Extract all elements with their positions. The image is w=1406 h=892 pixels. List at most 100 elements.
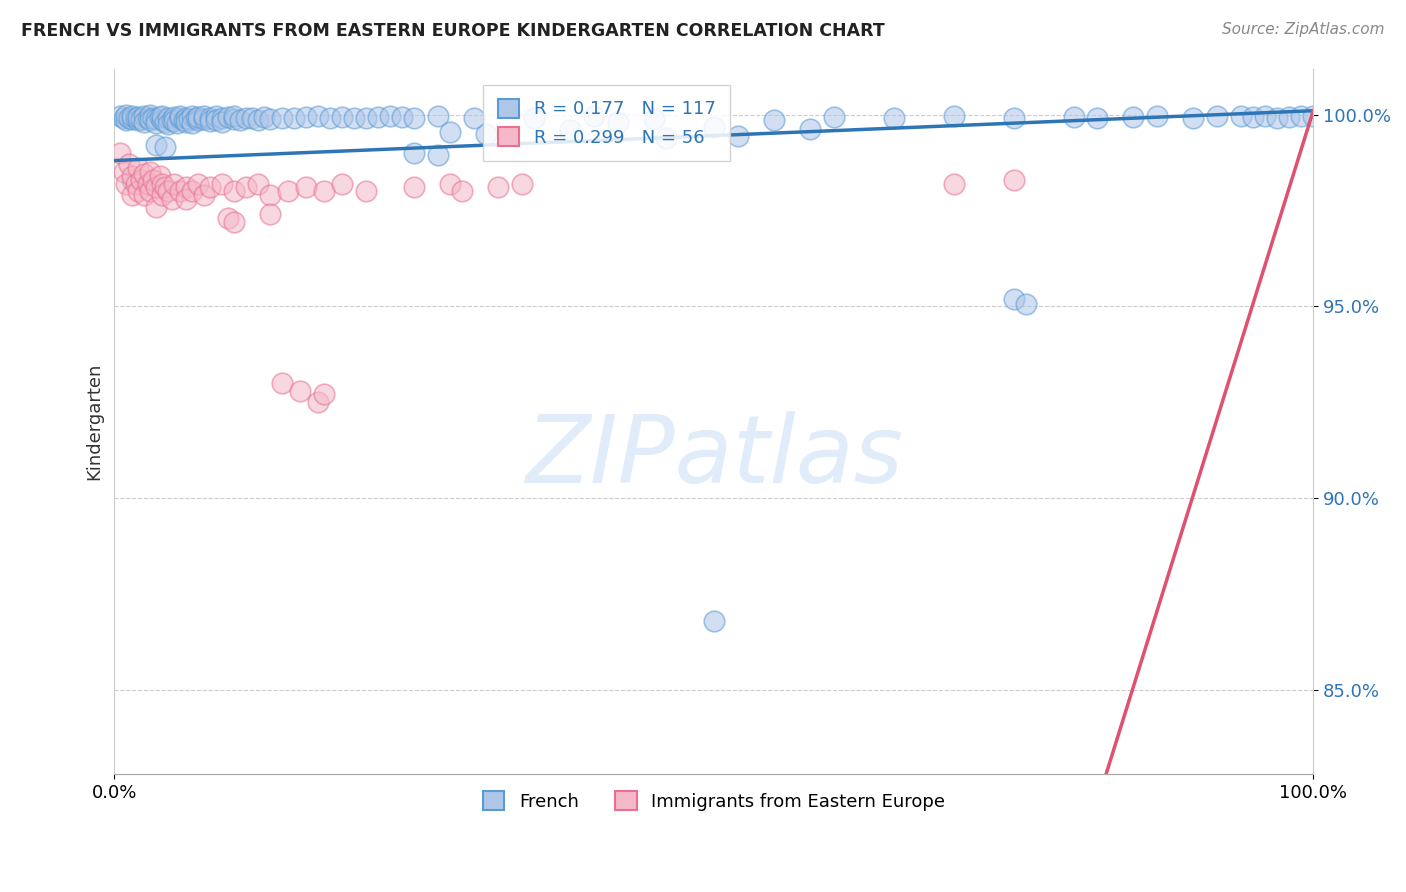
- Point: [125, 177, 148, 191]
- Point: [134, 167, 156, 181]
- Point: [121, 112, 143, 127]
- Point: [160, 192, 183, 206]
- Point: [112, 165, 135, 179]
- Point: [523, 112, 546, 126]
- Point: [1002, 111, 1025, 125]
- Point: [145, 112, 167, 127]
- Point: [224, 112, 246, 127]
- Point: [224, 109, 246, 123]
- Point: [942, 110, 965, 124]
- Point: [193, 112, 215, 127]
- Point: [115, 108, 138, 122]
- Point: [160, 112, 183, 127]
- Point: [463, 111, 485, 125]
- Point: [145, 116, 167, 130]
- Point: [378, 110, 401, 124]
- Point: [150, 188, 173, 202]
- Point: [139, 184, 162, 198]
- Point: [510, 177, 533, 191]
- Point: [184, 112, 207, 126]
- Point: [1241, 110, 1264, 124]
- Point: [150, 113, 173, 128]
- Point: [942, 177, 965, 191]
- Y-axis label: Kindergarten: Kindergarten: [86, 363, 103, 480]
- Point: [655, 130, 678, 145]
- Point: [295, 180, 318, 194]
- Point: [205, 110, 228, 124]
- Point: [193, 188, 215, 202]
- Point: [118, 157, 141, 171]
- Point: [173, 113, 195, 128]
- Point: [149, 110, 172, 124]
- Point: [115, 113, 138, 128]
- Point: [163, 110, 186, 124]
- Point: [295, 110, 318, 124]
- Point: [153, 140, 176, 154]
- Point: [115, 177, 138, 191]
- Point: [404, 180, 426, 194]
- Point: [330, 110, 353, 124]
- Point: [404, 112, 426, 126]
- Point: [200, 114, 222, 128]
- Point: [166, 116, 188, 130]
- Point: [121, 110, 143, 124]
- Point: [200, 111, 222, 125]
- Point: [145, 180, 167, 194]
- Point: [427, 148, 450, 162]
- Point: [703, 120, 725, 134]
- Point: [229, 113, 252, 128]
- Point: [582, 110, 605, 124]
- Point: [112, 112, 135, 126]
- Point: [163, 114, 186, 128]
- Point: [110, 110, 132, 124]
- Point: [176, 180, 198, 194]
- Point: [145, 200, 167, 214]
- Point: [1014, 297, 1036, 311]
- Point: [259, 112, 281, 127]
- Point: [1206, 110, 1229, 124]
- Point: [157, 117, 180, 131]
- Point: [217, 211, 239, 225]
- Point: [169, 112, 191, 126]
- Point: [1265, 112, 1288, 126]
- Point: [427, 110, 450, 124]
- Point: [157, 184, 180, 198]
- Point: [1146, 110, 1168, 124]
- Text: Source: ZipAtlas.com: Source: ZipAtlas.com: [1222, 22, 1385, 37]
- Point: [205, 112, 228, 127]
- Point: [149, 169, 172, 183]
- Point: [240, 112, 263, 126]
- Point: [200, 180, 222, 194]
- Point: [290, 384, 312, 398]
- Point: [343, 111, 366, 125]
- Text: FRENCH VS IMMIGRANTS FROM EASTERN EUROPE KINDERGARTEN CORRELATION CHART: FRENCH VS IMMIGRANTS FROM EASTERN EUROPE…: [21, 22, 884, 40]
- Point: [157, 112, 180, 126]
- Point: [181, 184, 204, 198]
- Point: [1063, 110, 1085, 124]
- Point: [367, 110, 389, 124]
- Point: [211, 115, 233, 129]
- Point: [259, 207, 281, 221]
- Point: [176, 111, 198, 125]
- Legend: French, Immigrants from Eastern Europe: French, Immigrants from Eastern Europe: [468, 777, 959, 825]
- Point: [134, 115, 156, 129]
- Point: [187, 177, 209, 191]
- Point: [193, 109, 215, 123]
- Point: [129, 172, 152, 186]
- Point: [1278, 110, 1301, 124]
- Point: [1002, 172, 1025, 186]
- Point: [129, 112, 152, 127]
- Point: [211, 177, 233, 191]
- Point: [558, 123, 581, 137]
- Point: [136, 177, 159, 191]
- Point: [314, 184, 336, 198]
- Point: [145, 138, 167, 153]
- Point: [391, 110, 413, 124]
- Point: [354, 184, 377, 198]
- Point: [163, 177, 186, 191]
- Point: [150, 110, 173, 124]
- Point: [451, 184, 474, 198]
- Point: [125, 112, 148, 126]
- Point: [139, 165, 162, 179]
- Point: [187, 113, 209, 128]
